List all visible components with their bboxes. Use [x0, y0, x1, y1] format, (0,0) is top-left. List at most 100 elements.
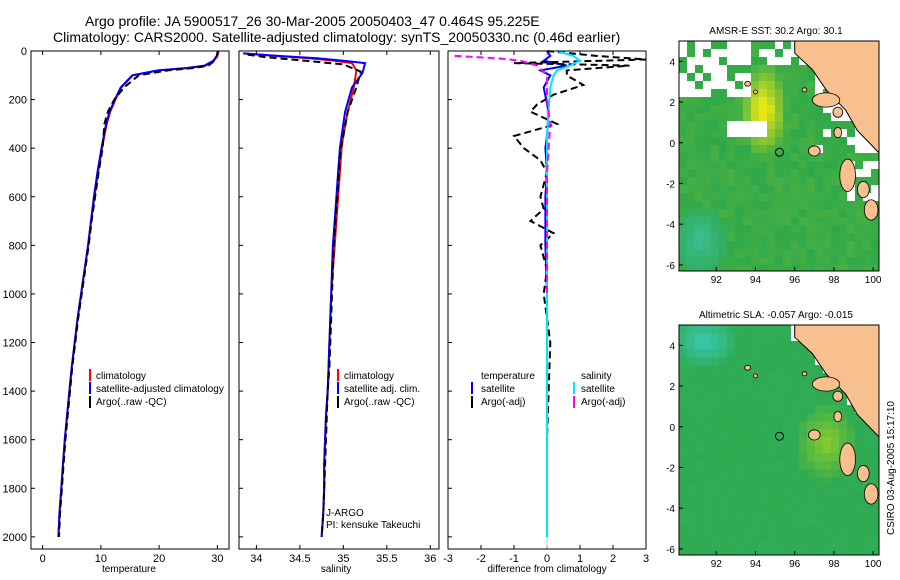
- map-cell: [751, 493, 759, 501]
- map-cell: [807, 437, 815, 445]
- map-cell: [719, 389, 727, 397]
- map-cell: [855, 241, 863, 249]
- map-cell: [831, 397, 839, 405]
- x-tick-label: 0: [40, 553, 46, 565]
- map-cell: [735, 437, 743, 445]
- map-cell: [743, 333, 751, 341]
- map-cell: [759, 81, 767, 89]
- map-cell: [679, 397, 687, 405]
- map-cell: [807, 265, 815, 271]
- map-cell: [687, 129, 695, 137]
- map-cell: [839, 249, 847, 257]
- map-cell: [767, 477, 775, 485]
- map-cell: [735, 509, 743, 517]
- map-cell: [751, 201, 759, 209]
- map-cell: [695, 445, 703, 453]
- map-cell: [823, 405, 831, 413]
- map-cell: [855, 193, 863, 201]
- map-cell: [775, 113, 783, 121]
- map-cell: [823, 413, 831, 421]
- map-cell: [791, 445, 799, 453]
- map-cell: [791, 121, 799, 129]
- map-cell: [743, 145, 751, 153]
- sla-map-ticks: 92 94 96 98 100 -6 -4 -2 0 2 4: [666, 341, 882, 570]
- map-cell: [703, 137, 711, 145]
- map-cell: [719, 265, 727, 271]
- map-cell: [743, 453, 751, 461]
- map-cell: [759, 145, 767, 153]
- map-cell: [799, 389, 807, 397]
- map-cell: [751, 137, 759, 145]
- map-cell: [695, 437, 703, 445]
- map-cell: [679, 97, 687, 105]
- map-cell: [735, 177, 743, 185]
- map-cell: [727, 161, 735, 169]
- map-cell: [703, 357, 711, 365]
- map-cell: [767, 241, 775, 249]
- map-cell: [815, 517, 823, 525]
- map-cell: [847, 249, 855, 257]
- map-cell: [719, 453, 727, 461]
- map-cell: [807, 257, 815, 265]
- map-cell: [735, 209, 743, 217]
- map-cell: [687, 461, 695, 469]
- map-cell: [751, 349, 759, 357]
- map-cell: [791, 477, 799, 485]
- map-cell: [775, 121, 783, 129]
- map-cell: [871, 549, 879, 555]
- map-cell: [847, 509, 855, 517]
- map-cell: [759, 397, 767, 405]
- map-cell: [799, 549, 807, 555]
- map-cell: [847, 145, 855, 153]
- map-cell: [679, 493, 687, 501]
- map-cell: [791, 389, 799, 397]
- map-cell: [687, 41, 695, 49]
- map-cell: [759, 461, 767, 469]
- map-cell: [743, 533, 751, 541]
- map-cell: [727, 193, 735, 201]
- map-cell: [679, 193, 687, 201]
- map-cell: [831, 161, 839, 169]
- map-cell: [719, 169, 727, 177]
- title-line-1: Argo profile: JA 5900517_26 30-Mar-2005 …: [85, 13, 540, 29]
- map-cell: [711, 549, 719, 555]
- map-cell: [863, 541, 871, 549]
- map-cell: [767, 105, 775, 113]
- map-cell: [863, 445, 871, 453]
- map-cell: [695, 517, 703, 525]
- map-cell: [791, 421, 799, 429]
- map-cell: [831, 137, 839, 145]
- map-cell: [823, 445, 831, 453]
- map-cell: [751, 113, 759, 121]
- map-cell: [775, 357, 783, 365]
- map-cell: [727, 97, 735, 105]
- map-cell: [807, 389, 815, 397]
- map-cell: [743, 461, 751, 469]
- map-cell: [687, 225, 695, 233]
- map-cell: [791, 533, 799, 541]
- map-cell: [743, 233, 751, 241]
- map-cell: [679, 145, 687, 153]
- map-cell: [791, 357, 799, 365]
- map-cell: [767, 541, 775, 549]
- map-cell: [759, 501, 767, 509]
- map-cell: [759, 509, 767, 517]
- map-cell: [791, 161, 799, 169]
- map-cell: [767, 89, 775, 97]
- map-cell: [719, 493, 727, 501]
- map-cell: [775, 421, 783, 429]
- map-cell: [679, 453, 687, 461]
- map-cell: [863, 517, 871, 525]
- map-cell: [735, 421, 743, 429]
- map-cell: [775, 549, 783, 555]
- map-cell: [855, 161, 863, 169]
- map-cell: [847, 233, 855, 241]
- map-cell: [863, 437, 871, 445]
- map-cell: [871, 517, 879, 525]
- map-cell: [719, 421, 727, 429]
- map-cell: [839, 541, 847, 549]
- map-cell: [719, 177, 727, 185]
- map-cell: [807, 533, 815, 541]
- map-cell: [767, 325, 775, 333]
- map-cell: [815, 233, 823, 241]
